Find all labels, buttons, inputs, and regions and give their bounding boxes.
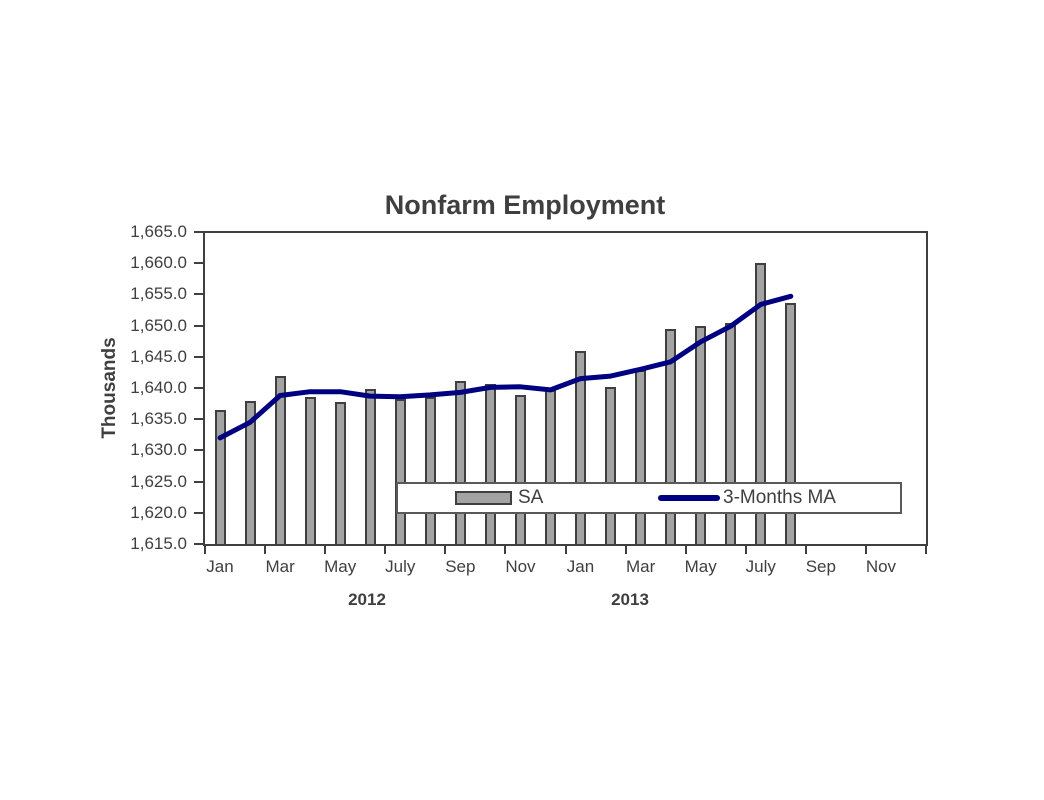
legend: SA 3-Months MA [396,482,902,514]
x-tick-label: May [684,557,717,576]
y-tick-label: 1,645.0 [130,346,187,366]
x-tick-mark [264,546,267,554]
bar-sa [635,369,647,544]
x-tick-mark [204,546,206,554]
bar-sa [514,395,526,544]
plot-area [203,231,928,546]
y-tick-label: 1,640.0 [130,378,187,397]
legend-ma-swatch [658,495,720,501]
bar-sa [274,376,286,544]
x-tick-label: July [385,557,416,576]
y-tick-mark [194,511,204,514]
bar-sa [544,390,556,544]
y-tick-mark [194,418,204,421]
bar-sa [454,380,466,544]
y-tick-mark [194,543,204,545]
y-tick-label: 1,655.0 [130,284,187,304]
x-tick-label: July [745,557,776,576]
bar-sa [214,409,226,544]
y-tick-label: 1,665.0 [130,222,187,241]
bar-sa [364,388,376,544]
y-tick-mark [194,449,204,452]
bar-sa [484,383,496,544]
bar-sa [244,401,256,544]
x-tick-label: Mar [625,557,656,576]
x-tick-label: Nov [505,557,536,576]
legend-sa-swatch [455,491,512,505]
y-tick-mark [194,293,204,296]
y-tick-mark [194,231,204,233]
y-tick-mark [194,324,204,327]
x-tick-label: Nov [865,557,897,576]
year-label-2012: 2012 [348,590,386,609]
bar-sa [334,402,346,544]
legend-sa-label: SA [518,487,544,508]
x-tick-mark [925,546,927,554]
x-tick-label: Jan [206,557,234,576]
y-tick-label: 1,650.0 [130,315,187,335]
bar-sa [605,386,617,544]
x-tick-label: Sep [445,557,476,576]
bar-sa [394,398,406,544]
y-tick-label: 1,660.0 [130,253,187,273]
y-tick-mark [194,355,204,358]
y-tick-label: 1,630.0 [130,440,187,460]
chart-title: Nonfarm Employment [384,190,666,220]
x-tick-label: Mar [265,557,295,576]
x-tick-mark [504,546,507,554]
y-tick-label: 1,635.0 [130,409,187,429]
x-tick-label: Jan [566,557,595,576]
y-tick-mark [194,387,204,389]
bar-sa [424,397,436,544]
x-tick-mark [324,546,327,554]
x-tick-mark [804,546,807,554]
year-label-2013: 2013 [611,590,649,609]
y-tick-label: 1,625.0 [130,471,187,491]
y-tick-label: 1,620.0 [130,502,187,522]
x-tick-mark [624,546,627,554]
bar-sa [304,397,316,544]
x-tick-mark [444,546,447,554]
y-tick-mark [194,480,204,483]
legend-ma-label: 3-Months MA [723,487,836,508]
x-tick-mark [864,546,867,554]
x-tick-mark [744,546,747,554]
y-tick-label: 1,615.0 [130,534,187,553]
x-tick-label: May [324,557,357,576]
x-tick-mark [564,546,567,554]
x-tick-mark [384,546,387,554]
y-tick-mark [194,262,204,265]
x-tick-mark [684,546,687,554]
x-tick-label: Sep [805,557,836,576]
bar-sa [575,350,587,544]
